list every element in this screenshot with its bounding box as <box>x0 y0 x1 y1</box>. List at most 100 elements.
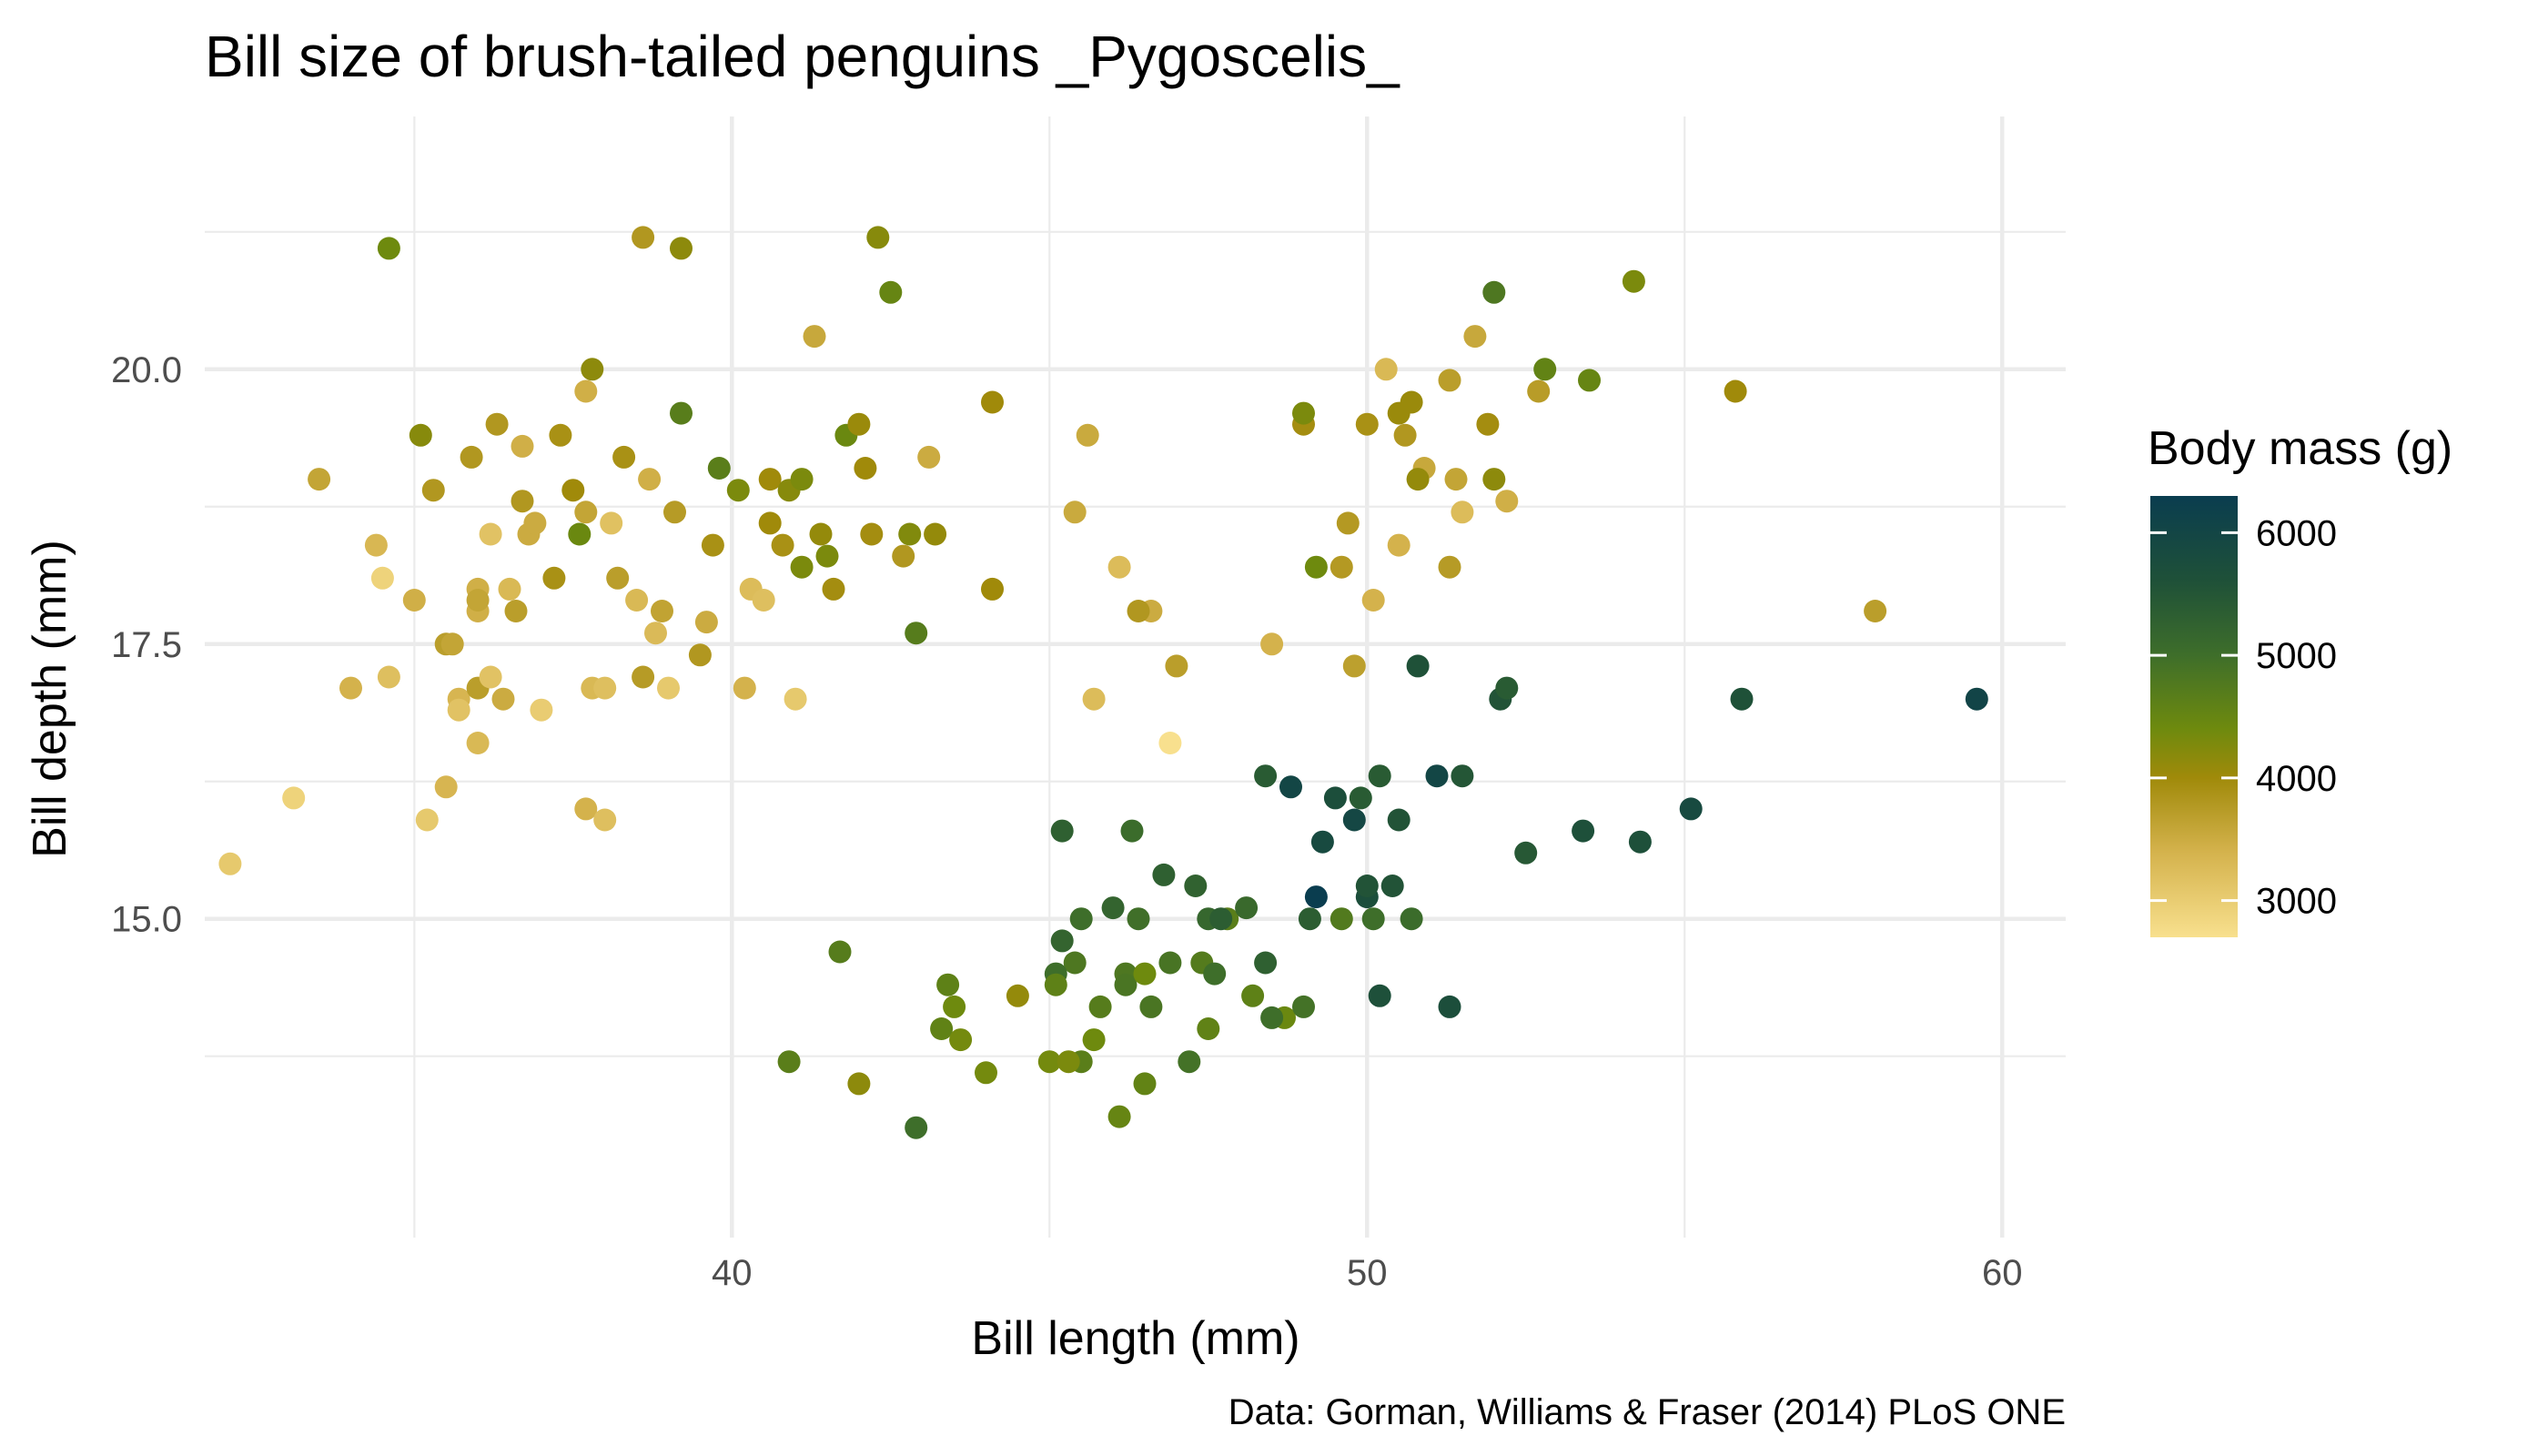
color-legend: Body mass (g) 3000 4000 5000 6000 <box>2148 422 2452 937</box>
data-point <box>1082 687 1106 711</box>
data-point <box>542 566 566 590</box>
data-point <box>949 1028 973 1052</box>
data-point <box>847 412 871 436</box>
data-point <box>670 401 693 425</box>
data-point <box>1127 907 1150 931</box>
data-point <box>498 577 521 601</box>
data-point <box>409 423 432 447</box>
data-point <box>1063 500 1087 524</box>
data-point <box>879 280 903 304</box>
y-tick-label: 17.5 <box>111 625 182 665</box>
data-point <box>1235 896 1259 920</box>
data-point <box>1304 555 1328 579</box>
data-point <box>860 522 884 546</box>
data-point <box>651 600 673 622</box>
data-point <box>504 600 528 622</box>
data-points <box>218 226 1988 1139</box>
data-point <box>905 622 928 645</box>
data-point <box>1292 995 1315 1018</box>
data-point <box>1127 600 1150 622</box>
data-point <box>771 533 794 557</box>
data-point <box>1380 875 1404 897</box>
data-point <box>593 676 617 700</box>
data-point <box>1101 896 1125 920</box>
data-point <box>905 1116 928 1139</box>
data-point <box>1254 764 1278 788</box>
data-point <box>1037 1050 1061 1074</box>
data-point <box>402 589 426 612</box>
colorbar-tick-label: 6000 <box>2256 513 2337 553</box>
data-point <box>632 226 655 249</box>
data-point <box>1438 995 1461 1018</box>
data-point <box>1076 423 1099 447</box>
data-point <box>1451 500 1474 524</box>
colorbar-tick-label: 4000 <box>2256 759 2337 799</box>
data-point <box>485 412 509 436</box>
data-point <box>1088 995 1112 1018</box>
data-point <box>1165 654 1188 678</box>
data-point <box>1349 786 1372 810</box>
data-point <box>866 226 890 249</box>
data-point <box>1476 412 1500 436</box>
data-point <box>847 1072 871 1096</box>
data-point <box>1044 973 1067 996</box>
data-point <box>600 511 623 535</box>
data-point <box>1114 973 1138 996</box>
data-point <box>638 468 662 491</box>
data-point <box>1298 907 1321 931</box>
data-point <box>1425 764 1449 788</box>
data-point <box>917 445 941 469</box>
data-point <box>1069 907 1093 931</box>
data-point <box>670 237 693 260</box>
data-point <box>1241 984 1265 1007</box>
data-point <box>758 468 782 491</box>
data-point <box>460 445 483 469</box>
data-point <box>663 500 686 524</box>
data-point <box>930 1017 954 1040</box>
data-point <box>1438 369 1461 392</box>
data-point <box>1178 1050 1201 1074</box>
data-point <box>822 577 845 601</box>
data-point <box>1330 907 1353 931</box>
data-point <box>1342 654 1366 678</box>
data-point <box>1495 676 1519 700</box>
data-point <box>549 423 572 447</box>
data-point <box>657 676 680 700</box>
data-point <box>726 479 750 502</box>
data-point <box>809 522 833 546</box>
data-point <box>625 589 649 612</box>
data-point <box>1197 1017 1220 1040</box>
data-point <box>1444 468 1468 491</box>
colorbar <box>2150 496 2238 937</box>
data-point <box>574 797 598 821</box>
data-point <box>434 775 458 799</box>
legend-title: Body mass (g) <box>2148 422 2452 475</box>
data-point <box>1724 379 1747 403</box>
data-point <box>1107 555 1131 579</box>
x-axis-ticks: 40 50 60 <box>712 1253 2022 1293</box>
chart-caption: Data: Gorman, Williams & Fraser (2014) P… <box>1228 1392 2066 1432</box>
data-point <box>924 522 947 546</box>
data-point <box>688 643 712 667</box>
data-point <box>1336 511 1360 535</box>
data-point <box>1482 280 1506 304</box>
data-point <box>1864 600 1887 622</box>
data-point <box>981 577 1004 601</box>
data-point <box>377 237 400 260</box>
data-point <box>479 522 502 546</box>
data-point <box>1527 379 1551 403</box>
data-point <box>1050 929 1074 953</box>
colorbar-ticks: 3000 4000 5000 6000 <box>2150 513 2337 922</box>
data-point <box>1533 358 1557 381</box>
data-point <box>707 457 731 480</box>
data-point <box>777 1050 801 1074</box>
data-point <box>1387 808 1410 832</box>
data-point <box>1057 1050 1080 1074</box>
data-point <box>1133 1072 1157 1096</box>
data-point <box>574 379 598 403</box>
data-point <box>282 786 306 810</box>
data-point <box>1082 1028 1106 1052</box>
data-point <box>975 1061 997 1085</box>
data-point <box>1578 369 1601 392</box>
